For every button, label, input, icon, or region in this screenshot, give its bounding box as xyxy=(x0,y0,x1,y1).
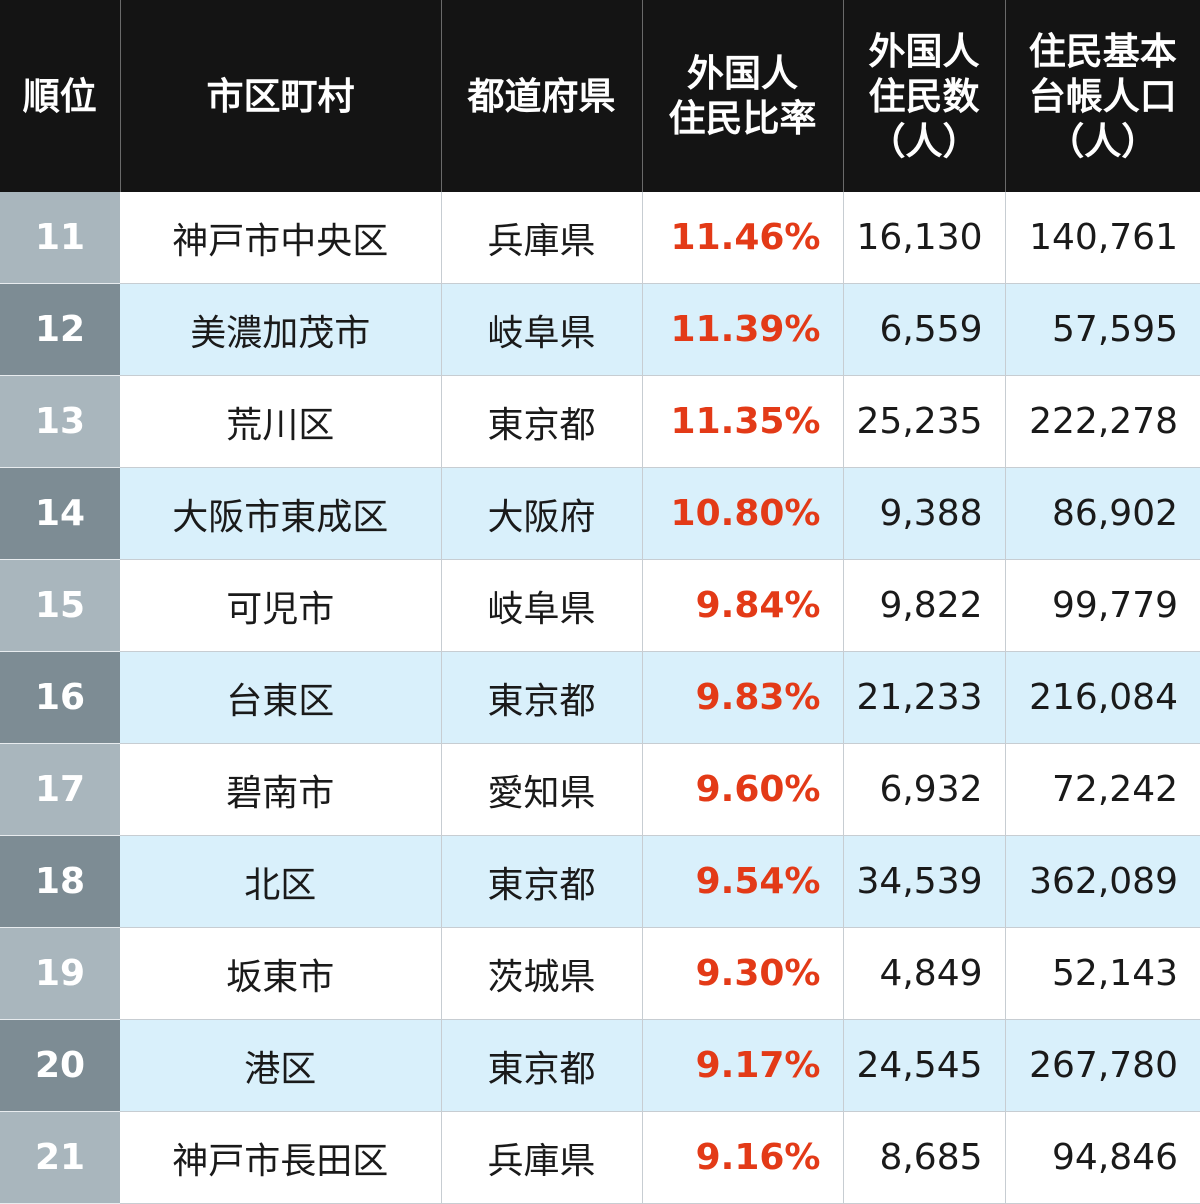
city-cell: 神戸市中央区 xyxy=(120,192,442,284)
foreign-residents-cell: 6,932 xyxy=(843,743,1006,836)
table-row: 11 神戸市中央区 兵庫県 11.46% 16,130 140,761 xyxy=(0,192,1200,284)
prefecture-cell: 大阪府 xyxy=(441,467,643,560)
population-cell: 99,779 xyxy=(1005,559,1200,652)
rank-cell: 14 xyxy=(0,467,120,560)
foreign-residents-cell: 9,388 xyxy=(843,467,1006,560)
table-row: 14 大阪市東成区 大阪府 10.80% 9,388 86,902 xyxy=(0,467,1200,560)
population-cell: 267,780 xyxy=(1005,1019,1200,1112)
table-row: 12 美濃加茂市 岐阜県 11.39% 6,559 57,595 xyxy=(0,283,1200,376)
population-cell: 140,761 xyxy=(1005,192,1200,284)
ratio-cell: 9.16% xyxy=(642,1111,844,1204)
city-cell: 北区 xyxy=(120,835,442,928)
city-cell: 美濃加茂市 xyxy=(120,283,442,376)
ratio-cell: 11.35% xyxy=(642,375,844,468)
foreign-residents-cell: 16,130 xyxy=(843,192,1006,284)
rank-cell: 13 xyxy=(0,375,120,468)
ratio-cell: 9.83% xyxy=(642,651,844,744)
population-cell: 72,242 xyxy=(1005,743,1200,836)
prefecture-cell: 東京都 xyxy=(441,1019,643,1112)
header-ratio: 外国人 住民比率 xyxy=(642,0,844,192)
prefecture-cell: 茨城県 xyxy=(441,927,643,1020)
prefecture-cell: 兵庫県 xyxy=(441,192,643,284)
foreign-residents-cell: 34,539 xyxy=(843,835,1006,928)
header-rank: 順位 xyxy=(0,0,121,192)
foreign-residents-cell: 24,545 xyxy=(843,1019,1006,1112)
foreign-residents-cell: 21,233 xyxy=(843,651,1006,744)
header-registered-population: 住民基本 台帳人口 （人） xyxy=(1005,0,1200,192)
ratio-cell: 11.46% xyxy=(642,192,844,284)
ratio-cell: 9.17% xyxy=(642,1019,844,1112)
foreign-residents-cell: 9,822 xyxy=(843,559,1006,652)
header-city: 市区町村 xyxy=(120,0,442,192)
city-cell: 台東区 xyxy=(120,651,442,744)
rank-cell: 18 xyxy=(0,835,120,928)
foreign-residents-cell: 6,559 xyxy=(843,283,1006,376)
ratio-cell: 11.39% xyxy=(642,283,844,376)
population-cell: 57,595 xyxy=(1005,283,1200,376)
table-row: 16 台東区 東京都 9.83% 21,233 216,084 xyxy=(0,651,1200,744)
foreign-residents-cell: 8,685 xyxy=(843,1111,1006,1204)
table-row: 20 港区 東京都 9.17% 24,545 267,780 xyxy=(0,1019,1200,1112)
city-cell: 可児市 xyxy=(120,559,442,652)
foreign-residents-cell: 25,235 xyxy=(843,375,1006,468)
rank-cell: 20 xyxy=(0,1019,120,1112)
rank-cell: 19 xyxy=(0,927,120,1020)
table-body: 11 神戸市中央区 兵庫県 11.46% 16,130 140,761 12 美濃加茂市 岐阜県… xyxy=(0,192,1200,1204)
rank-cell: 21 xyxy=(0,1111,120,1204)
header-prefecture: 都道府県 xyxy=(441,0,643,192)
city-cell: 神戸市長田区 xyxy=(120,1111,442,1204)
ratio-cell: 9.54% xyxy=(642,835,844,928)
prefecture-cell: 東京都 xyxy=(441,375,643,468)
ratio-cell: 9.30% xyxy=(642,927,844,1020)
population-cell: 362,089 xyxy=(1005,835,1200,928)
table-row: 15 可児市 岐阜県 9.84% 9,822 99,779 xyxy=(0,559,1200,652)
rank-cell: 12 xyxy=(0,283,120,376)
prefecture-cell: 愛知県 xyxy=(441,743,643,836)
prefecture-cell: 岐阜県 xyxy=(441,283,643,376)
rank-cell: 16 xyxy=(0,651,120,744)
population-cell: 216,084 xyxy=(1005,651,1200,744)
ratio-cell: 9.84% xyxy=(642,559,844,652)
foreign-residents-cell: 4,849 xyxy=(843,927,1006,1020)
ratio-cell: 10.80% xyxy=(642,467,844,560)
rank-cell: 17 xyxy=(0,743,120,836)
city-cell: 坂東市 xyxy=(120,927,442,1020)
population-cell: 52,143 xyxy=(1005,927,1200,1020)
table-row: 19 坂東市 茨城県 9.30% 4,849 52,143 xyxy=(0,927,1200,1020)
table-row: 21 神戸市長田区 兵庫県 9.16% 8,685 94,846 xyxy=(0,1111,1200,1204)
table-row: 17 碧南市 愛知県 9.60% 6,932 72,242 xyxy=(0,743,1200,836)
population-cell: 86,902 xyxy=(1005,467,1200,560)
table-row: 18 北区 東京都 9.54% 34,539 362,089 xyxy=(0,835,1200,928)
rank-cell: 11 xyxy=(0,192,120,284)
prefecture-cell: 岐阜県 xyxy=(441,559,643,652)
prefecture-cell: 東京都 xyxy=(441,651,643,744)
city-cell: 碧南市 xyxy=(120,743,442,836)
city-cell: 大阪市東成区 xyxy=(120,467,442,560)
prefecture-cell: 東京都 xyxy=(441,835,643,928)
table-header: 順位 市区町村 都道府県 外国人 住民比率 外国人 住民数 （人） 住民基本 台… xyxy=(0,0,1200,192)
table-row: 13 荒川区 東京都 11.35% 25,235 222,278 xyxy=(0,375,1200,468)
ratio-cell: 9.60% xyxy=(642,743,844,836)
header-row: 順位 市区町村 都道府県 外国人 住民比率 外国人 住民数 （人） 住民基本 台… xyxy=(0,0,1200,192)
population-cell: 94,846 xyxy=(1005,1111,1200,1204)
prefecture-cell: 兵庫県 xyxy=(441,1111,643,1204)
city-cell: 港区 xyxy=(120,1019,442,1112)
rank-cell: 15 xyxy=(0,559,120,652)
header-foreign-residents: 外国人 住民数 （人） xyxy=(843,0,1006,192)
city-cell: 荒川区 xyxy=(120,375,442,468)
population-cell: 222,278 xyxy=(1005,375,1200,468)
